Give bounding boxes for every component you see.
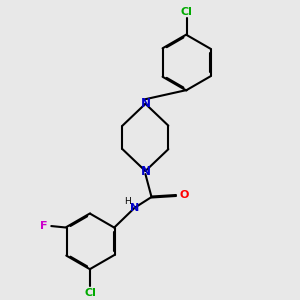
Text: O: O	[179, 190, 188, 200]
Text: F: F	[40, 221, 48, 231]
Text: N: N	[140, 97, 150, 110]
Text: Cl: Cl	[181, 7, 193, 17]
Text: H: H	[124, 197, 130, 206]
Text: N: N	[130, 203, 139, 213]
Text: Cl: Cl	[85, 288, 96, 298]
Text: N: N	[140, 164, 150, 178]
